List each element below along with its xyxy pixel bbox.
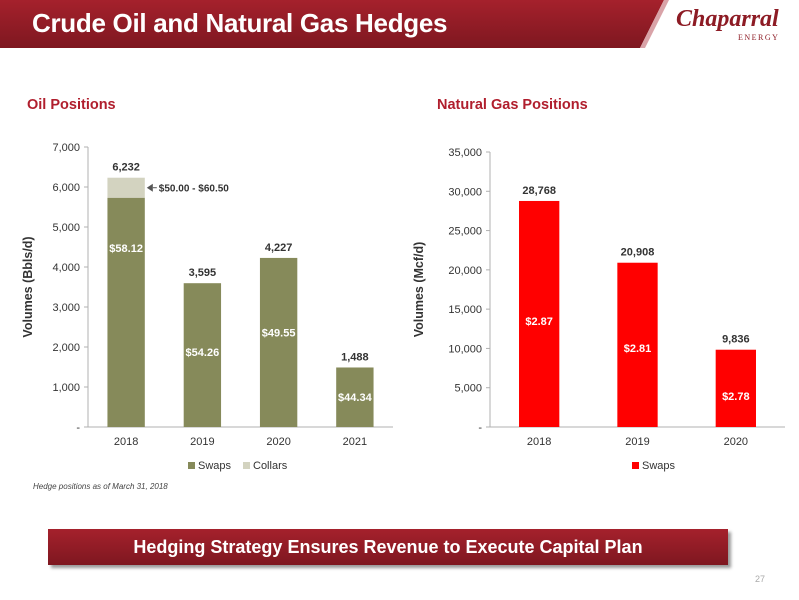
company-logo: Chaparral xyxy=(676,6,779,32)
oil-bar-collars-2018 xyxy=(107,177,145,198)
oil-y-tick-label: 1,000 xyxy=(52,382,80,394)
gas-price-label: $2.87 xyxy=(525,316,553,328)
oil-x-tick-label: 2018 xyxy=(114,436,138,448)
gas-legend-swatch xyxy=(632,462,639,469)
gas-y-tick-label: 5,000 xyxy=(454,383,482,395)
gas-y-tick-label: 10,000 xyxy=(448,343,482,355)
gas-y-tick-label: 35,000 xyxy=(448,147,482,159)
oil-price-label: $58.12 xyxy=(109,243,143,255)
oil-bar-swaps-2018 xyxy=(107,197,145,427)
gas-total-label: 28,768 xyxy=(522,185,556,197)
oil-bar-swaps-2021 xyxy=(336,367,374,427)
oil-y-tick-label: - xyxy=(76,422,80,434)
gas-y-tick-label: 20,000 xyxy=(448,265,482,277)
oil-bar-swaps-2019 xyxy=(183,283,222,427)
oil-y-axis-label: Volumes (Bbls/d) xyxy=(21,236,35,337)
oil-legend-swatch xyxy=(243,462,250,469)
oil-price-label: $44.34 xyxy=(338,392,373,404)
gas-price-label: $2.81 xyxy=(624,343,652,355)
oil-y-tick-label: 3,000 xyxy=(52,302,80,314)
logo-background xyxy=(640,0,799,48)
oil-x-tick-label: 2019 xyxy=(190,436,214,448)
gas-x-tick-label: 2020 xyxy=(724,436,748,448)
oil-legend-label: Swaps xyxy=(198,460,232,472)
oil-price-label: $54.26 xyxy=(186,347,220,359)
gas-y-tick-label: 25,000 xyxy=(448,226,482,238)
gas-x-tick-label: 2018 xyxy=(527,436,551,448)
gas-x-tick-label: 2019 xyxy=(625,436,649,448)
oil-y-tick-label: 2,000 xyxy=(52,342,80,354)
oil-y-tick-label: 7,000 xyxy=(52,142,80,154)
company-logo-subtitle: ENERGY xyxy=(738,33,780,42)
gas-bar-swaps-2018 xyxy=(519,200,560,427)
oil-total-label: 1,488 xyxy=(341,351,369,363)
oil-x-tick-label: 2020 xyxy=(266,436,290,448)
footnote: Hedge positions as of March 31, 2018 xyxy=(33,482,168,491)
gas-y-tick-label: - xyxy=(478,422,482,434)
gas-legend-label: Swaps xyxy=(642,460,676,472)
gas-y-tick-label: 15,000 xyxy=(448,304,482,316)
gas-y-axis-label: Volumes (Mcf/d) xyxy=(412,242,426,338)
oil-bar-swaps-2020 xyxy=(259,257,298,427)
banner-text: Hedging Strategy Ensures Revenue to Exec… xyxy=(133,537,643,557)
oil-total-label: 3,595 xyxy=(189,267,217,279)
page-number: 27 xyxy=(755,574,766,584)
gas-section-title: Natural Gas Positions xyxy=(437,97,588,113)
gas-total-label: 9,836 xyxy=(722,334,750,346)
oil-legend-swatch xyxy=(188,462,195,469)
oil-annotation-arrow xyxy=(146,183,153,192)
oil-x-tick-label: 2021 xyxy=(343,436,367,448)
oil-y-tick-label: 5,000 xyxy=(52,222,80,234)
gas-y-tick-label: 30,000 xyxy=(448,186,482,198)
oil-total-label: 4,227 xyxy=(265,242,293,254)
gas-price-label: $2.78 xyxy=(722,391,750,403)
gas-bar-swaps-2019 xyxy=(617,262,658,427)
oil-legend-label: Collars xyxy=(253,460,288,472)
oil-section-title: Oil Positions xyxy=(27,97,116,113)
gas-positions-chart: - 5,000 10,000 15,000 20,000 25,000 30,000 35,0… xyxy=(412,147,785,472)
oil-annotation-label: $50.00 - $60.50 xyxy=(159,184,229,195)
oil-total-label: 6,232 xyxy=(112,162,140,174)
banner: Hedging Strategy Ensures Revenue to Exec… xyxy=(48,529,728,565)
oil-y-tick-label: 6,000 xyxy=(52,182,80,194)
oil-y-tick-label: 4,000 xyxy=(52,262,80,274)
page-title: Crude Oil and Natural Gas Hedges xyxy=(32,8,448,38)
oil-positions-chart: - 1,000 2,000 3,000 4,000 5,000 6,000 7,000 Volu… xyxy=(21,142,393,472)
oil-price-label: $49.55 xyxy=(262,327,296,339)
gas-bar-swaps-2020 xyxy=(715,349,756,427)
gas-total-label: 20,908 xyxy=(621,247,655,259)
